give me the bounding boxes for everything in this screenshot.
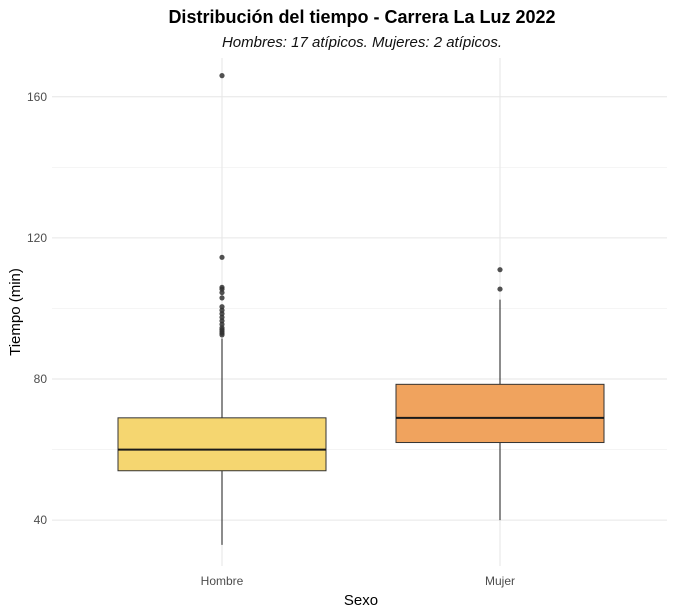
x-tick-label: Hombre [201,574,244,588]
grid [52,58,667,566]
iqr-box [395,383,605,444]
chart-title: Distribución del tiempo - Carrera La Luz… [168,7,555,27]
outlier-point [219,73,225,79]
x-tick-label: Mujer [485,574,515,588]
outlier-point [497,267,503,273]
chart-subtitle: Hombres: 17 atípicos. Mujeres: 2 atípico… [222,34,502,51]
outlier-point [497,286,503,292]
box-hombre [117,73,327,545]
iqr-box [117,417,327,472]
y-axis-label: Tiempo (min) [7,268,24,356]
outlier-point [219,284,225,290]
outlier-point [219,295,225,301]
outlier-point [219,254,225,260]
x-axis-label: Sexo [344,592,378,609]
y-tick-label: 120 [27,231,47,245]
boxes [117,73,605,545]
y-tick-label: 40 [34,513,48,527]
y-tick-label: 80 [34,372,48,386]
outlier-point [219,304,225,310]
y-tick-label: 160 [27,90,47,104]
y-tick-labels: 40 80 120 160 [27,90,47,527]
box-mujer [395,267,605,521]
x-tick-labels: Hombre Mujer [201,574,515,588]
